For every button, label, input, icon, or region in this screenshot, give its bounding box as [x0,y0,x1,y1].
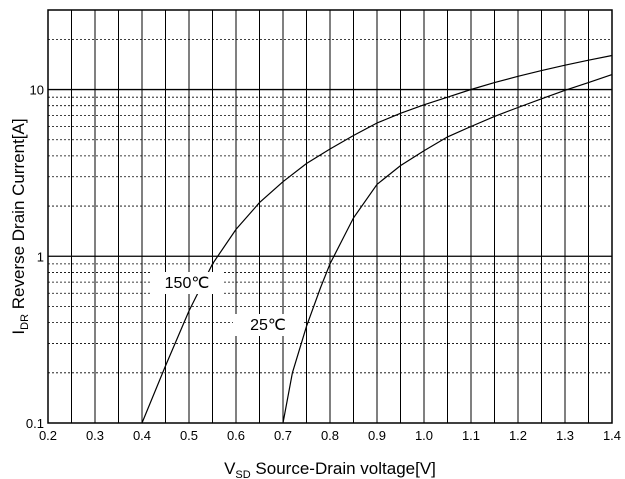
y-tick-label: 0.1 [26,416,44,431]
x-tick-label: 0.2 [39,428,57,443]
y-tick-labels: 0.1 1 10 [26,83,44,431]
grid [48,9,612,423]
x-axis-label-sub: SD [235,469,250,479]
y-axis-label: IDR Reverse Drain Current[A] [9,118,31,334]
x-tick-label: 0.9 [368,428,386,443]
y-axis-label-sub: DR [19,314,31,330]
y-axis-label-main: I [9,330,28,335]
x-axis-label-main: V [224,459,236,478]
annotation-background [152,272,222,294]
x-tick-label: 0.6 [227,428,245,443]
x-tick-label: 0.8 [321,428,339,443]
plot-frame [47,9,613,424]
annotations: 150℃ 25℃ [152,272,303,336]
x-tick-label: 1.2 [509,428,527,443]
x-tick-label: 1.1 [462,428,480,443]
x-tick-label: 0.3 [86,428,104,443]
x-tick-label: 1.3 [556,428,574,443]
y-tick-label: 10 [30,83,44,98]
y-tick-label: 1 [37,249,44,264]
x-tick-labels: 0.2 0.3 0.4 0.5 0.6 0.7 0.8 0.9 1.0 1.1 1.2 1.3 1.4 [39,428,621,443]
curve-label: 150℃ [165,275,210,292]
annotation-background [233,314,303,336]
curve-label: 25℃ [250,317,286,334]
y-axis-label-text: Reverse Drain Current[A] [9,118,28,314]
x-tick-label: 1.4 [603,428,621,443]
x-tick-label: 0.5 [180,428,198,443]
x-axis-label: VSD Source-Drain voltage[V] [224,459,436,479]
x-tick-label: 0.4 [133,428,151,443]
x-tick-label: 1.0 [415,428,433,443]
series-line-150c [141,54,613,424]
x-tick-label: 0.7 [274,428,292,443]
series-lines [141,54,613,424]
x-axis-label-text: Source-Drain voltage[V] [251,459,436,478]
series-line-25c [282,74,613,424]
